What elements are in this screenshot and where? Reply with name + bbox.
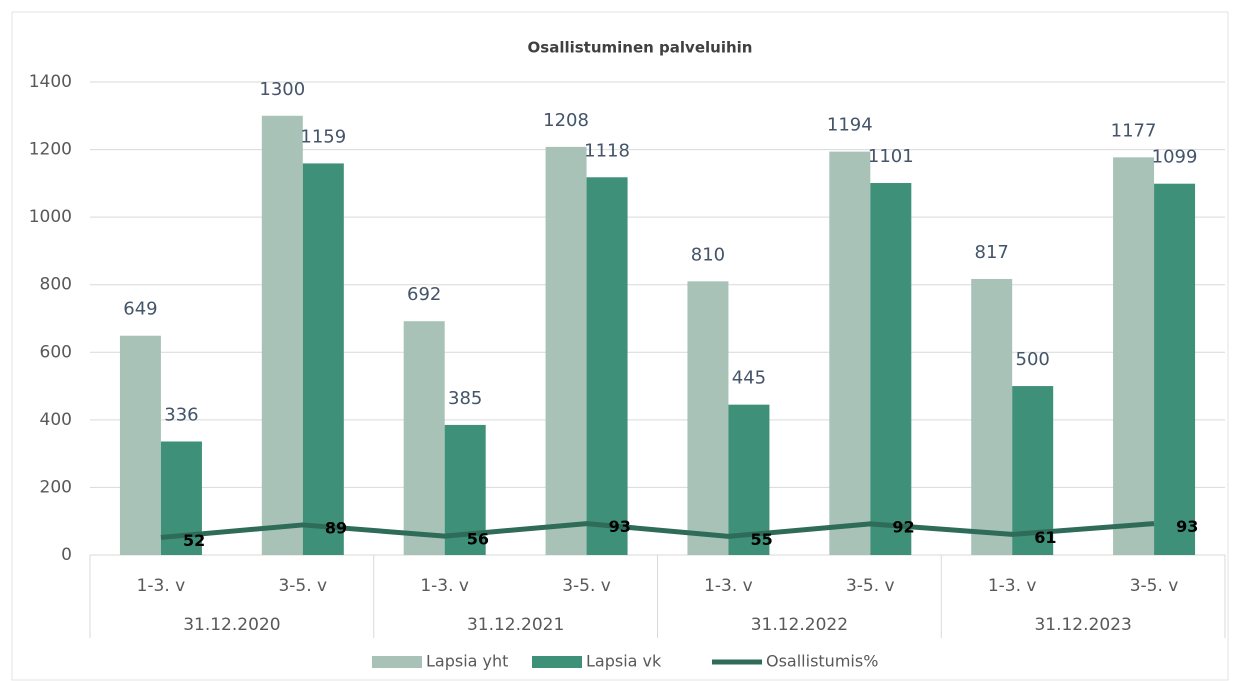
y-tick-label: 1400	[29, 72, 72, 92]
line-series	[160, 521, 1155, 540]
group-label: 31.12.2022	[751, 615, 848, 635]
bar	[1012, 386, 1054, 555]
y-tick-label: 400	[40, 410, 72, 430]
group-label: 31.12.2023	[1034, 615, 1131, 635]
y-tick-label: 600	[40, 342, 72, 362]
bar	[545, 146, 587, 555]
group-label: 31.12.2021	[467, 615, 564, 635]
line-value-label: 52	[183, 531, 205, 550]
y-tick-label: 0	[61, 545, 72, 565]
x-tick-label: 1-3. v	[420, 576, 469, 596]
bar-value-label: 1177	[1111, 120, 1157, 141]
chart-title: Osallistuminen palveluihin	[528, 39, 753, 57]
bar-value-label: 1099	[1152, 147, 1198, 168]
bar	[728, 404, 770, 555]
y-tick-label: 1200	[29, 140, 72, 160]
group-label: 31.12.2020	[183, 615, 280, 635]
bar-value-label: 336	[164, 404, 198, 425]
bar-value-label: 1159	[300, 126, 346, 147]
bar-value-label: 1208	[543, 110, 589, 131]
bar	[829, 151, 871, 555]
legend-label: Lapsia yht	[426, 652, 508, 671]
x-tick-label: 3-5. v	[846, 576, 895, 596]
y-tick-label: 800	[40, 275, 72, 295]
bar-value-label: 1101	[868, 146, 914, 167]
bar-value-label: 500	[1016, 349, 1050, 370]
bar	[261, 115, 303, 556]
x-tick-label: 1-3. v	[988, 576, 1037, 596]
x-tick-label: 3-5. v	[278, 576, 327, 596]
bar	[403, 321, 445, 555]
x-tick-label: 3-5. v	[562, 576, 611, 596]
legend-label: Lapsia vk	[586, 652, 662, 671]
y-tick-label: 200	[40, 477, 72, 497]
legend-swatch	[532, 656, 582, 668]
bar	[1154, 183, 1196, 555]
line-value-label: 61	[1034, 528, 1056, 547]
line-value-label: 55	[750, 530, 772, 549]
line-value-label: 56	[467, 530, 489, 549]
bar	[119, 335, 161, 555]
bar	[302, 163, 344, 555]
bar-value-label: 1300	[259, 79, 305, 100]
bar	[586, 177, 628, 556]
bar	[687, 281, 729, 555]
bar	[870, 183, 912, 555]
bar-value-label: 817	[975, 242, 1009, 263]
line-value-label: 92	[892, 517, 914, 536]
bar	[971, 278, 1013, 555]
line-value-label: 89	[325, 518, 347, 537]
bar-value-label: 1194	[827, 115, 873, 136]
bar-value-label: 385	[448, 388, 482, 409]
bar-value-label: 810	[691, 244, 725, 265]
legend-swatch	[372, 656, 422, 668]
x-tick-label: 3-5. v	[1130, 576, 1179, 596]
bar-value-label: 1118	[584, 140, 630, 161]
x-tick-label: 1-3. v	[137, 576, 186, 596]
bar-value-label: 445	[732, 368, 766, 389]
bar-value-label: 692	[407, 284, 441, 305]
bar-value-label: 649	[123, 299, 157, 320]
legend-label: Osallistumis%	[766, 652, 878, 671]
bar	[1113, 157, 1155, 555]
x-tick-label: 1-3. v	[704, 576, 753, 596]
line-value-label: 93	[1176, 517, 1198, 536]
line-value-label: 93	[609, 517, 631, 536]
y-tick-label: 1000	[29, 207, 72, 227]
